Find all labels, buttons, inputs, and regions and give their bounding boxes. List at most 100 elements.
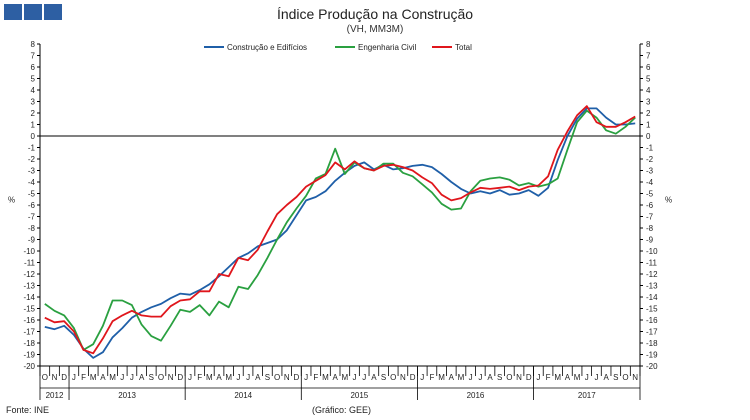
legend-label-3: Total [455,43,472,52]
legend-label-1: Construção e Edifícios [227,43,307,52]
y-tick-label-left: -7 [28,213,36,222]
logo-block-3 [44,4,62,20]
y-tick-label-right: 3 [646,98,651,107]
series-layer [44,105,636,359]
y-tick-label-left: -4 [28,178,36,187]
source-note: Fonte: INE [6,405,50,415]
x-month-label: N [400,373,406,382]
x-month-label: J [353,373,357,382]
y-axis-label-right: % [665,195,672,204]
y-tick-label-left: 6 [31,63,36,72]
x-month-label: J [236,373,240,382]
legend-label-2: Engenharia Civil [358,43,416,52]
x-month-label: A [216,373,222,382]
x-month-label: A [449,373,455,382]
x-month-label: J [120,373,124,382]
x-month-label: O [42,373,48,382]
y-tick-label-left: 7 [31,52,36,61]
y-tick-label-left: -20 [23,362,35,371]
y-tick-label-left: -15 [23,305,35,314]
y-tick-label-left: -1 [28,144,36,153]
x-month-label: O [390,373,396,382]
x-year-label: 2013 [118,391,136,400]
y-tick-label-left: -9 [28,236,36,245]
y-tick-label-right: -18 [646,339,658,348]
x-month-label: N [168,373,174,382]
x-month-label: J [420,373,424,382]
y-tick-label-left: -11 [24,259,36,268]
x-month-label: M [109,373,116,382]
y-tick-label-left: -19 [23,351,35,360]
y-tick-label-left: -6 [28,201,36,210]
y-tick-label-right: -11 [646,259,658,268]
x-month-label: J [362,373,366,382]
y-tick-label-left: 5 [31,75,36,84]
x-month-label: A [565,373,571,382]
x-month-label: M [206,373,213,382]
x-month-label: F [81,373,86,382]
x-month-label: S [381,373,386,382]
y-tick-label-left: -14 [23,293,35,302]
x-month-label: J [304,373,308,382]
x-month-label: F [546,373,551,382]
x-month-label: O [506,373,512,382]
y-tick-label-left: -2 [28,155,36,164]
y-tick-label-left: -8 [28,224,36,233]
y-tick-label-right: -1 [646,144,654,153]
y-tick-label-right: -15 [646,305,658,314]
logo-block-1 [4,4,22,20]
y-tick-label-left: 1 [31,121,36,130]
y-tick-label-right: -7 [646,213,654,222]
y-tick-label-left: -3 [28,167,36,176]
x-month-label: J [585,373,589,382]
x-year-label: 2014 [234,391,252,400]
y-tick-label-left: 8 [31,40,36,49]
x-year-label: 2017 [578,391,596,400]
x-month-label: J [72,373,76,382]
legend: Construção e Edifícios Engenharia Civil To… [204,43,472,52]
y-tick-label-right: -20 [646,362,658,371]
chart-credit: (Gráfico: GEE) [312,405,372,415]
x-month-label: J [594,373,598,382]
x-month-label: S [265,373,270,382]
x-month-label: J [469,373,473,382]
x-month-label: O [622,373,628,382]
y-tick-label-right: 7 [646,52,651,61]
x-month-label: S [497,373,502,382]
x-month-label: D [294,373,300,382]
y-tick-label-right: -3 [646,167,654,176]
x-month-label: J [130,373,134,382]
y-tick-label-right: 1 [646,121,651,130]
y-tick-label-right: 0 [646,132,651,141]
y-tick-label-left: -18 [23,339,35,348]
logo-block-2 [24,4,42,20]
x-month-label: M [90,373,97,382]
x-month-label: D [61,373,67,382]
y-tick-label-right: -6 [646,201,654,210]
x-month-label: O [274,373,280,382]
y-axis-label-left: % [8,195,15,204]
x-month-label: O [158,373,164,382]
y-tick-label-left: -16 [23,316,35,325]
x-month-label: M [554,373,561,382]
x-month-label: M [322,373,329,382]
x-month-label: A [487,373,493,382]
x-month-label: F [197,373,202,382]
y-tick-label-right: -17 [646,328,658,337]
y-tick-label-right: -2 [646,155,654,164]
y-tick-label-right: -13 [646,282,658,291]
y-tick-label-right: -9 [646,236,654,245]
chart-subtitle: (VH, MM3M) [346,24,404,35]
x-month-label: M [438,373,445,382]
y-tick-label-right: 5 [646,75,651,84]
x-month-label: J [246,373,250,382]
x-month-label: N [516,373,522,382]
x-month-label: A [603,373,609,382]
x-month-label: M [574,373,581,382]
series-line-2 [44,109,636,351]
x-month-label: M [225,373,232,382]
x-month-label: A [139,373,145,382]
y-tick-label-left: -13 [23,282,35,291]
x-month-label: J [188,373,192,382]
